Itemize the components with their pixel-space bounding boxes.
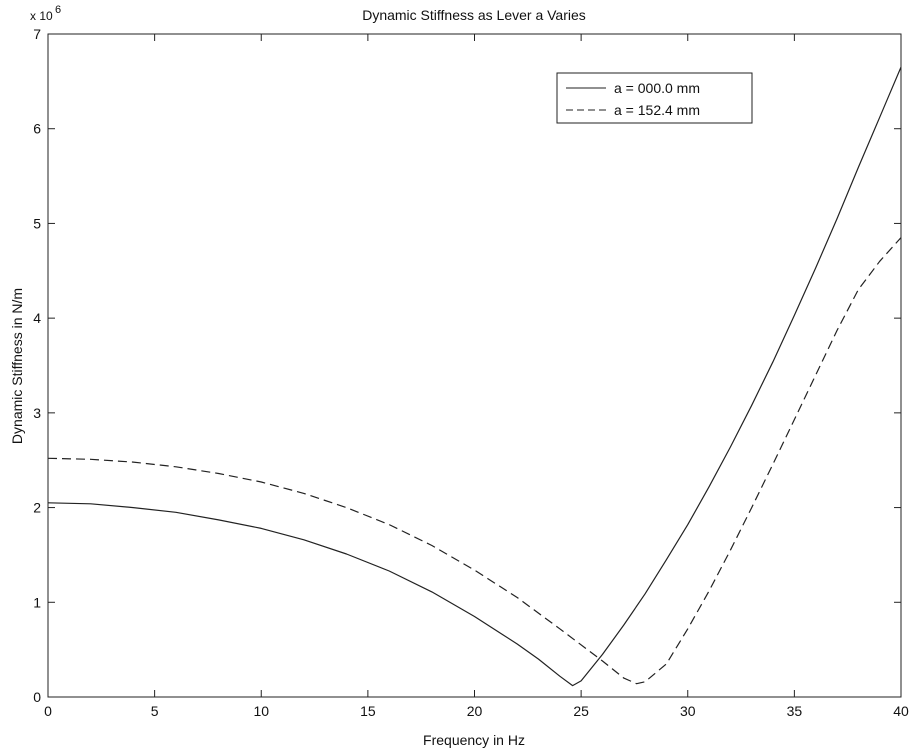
axis-tick-labels: 0 5 10 15 20 25 30 35 40 0 1 2 3 4 5 6 7 [33, 26, 909, 719]
y-tick-label: 3 [33, 405, 41, 421]
legend-label-series-2: a = 152.4 mm [614, 102, 700, 118]
x-tick-label: 10 [253, 703, 269, 719]
x-tick-label: 20 [467, 703, 483, 719]
x-tick-label: 5 [151, 703, 159, 719]
y-tick-label: 6 [33, 121, 41, 137]
y-multiplier-exponent: 6 [55, 4, 61, 16]
x-tick-label: 30 [680, 703, 696, 719]
y-tick-label: 5 [33, 215, 41, 231]
y-tick-label: 2 [33, 500, 41, 516]
series-line-1 [47, 66, 902, 687]
y-tick-label: 1 [33, 594, 41, 610]
legend-label-series-1: a = 000.0 mm [614, 80, 700, 96]
legend-box [556, 72, 753, 124]
y-tick-label: 4 [33, 310, 41, 326]
y-axis-label: Dynamic Stiffness in N/m [9, 288, 25, 444]
y-tick-label: 7 [33, 26, 41, 42]
x-tick-label: 35 [787, 703, 803, 719]
x-tick-label: 0 [44, 703, 52, 719]
series-line-2 [47, 237, 902, 685]
x-axis-label: Frequency in Hz [423, 732, 525, 748]
series-lines [47, 66, 902, 687]
x-tick-label: 15 [360, 703, 376, 719]
chart-title: Dynamic Stiffness as Lever a Varies [362, 7, 586, 23]
x-tick-label: 25 [573, 703, 589, 719]
y-tick-label: 0 [33, 689, 41, 705]
y-multiplier-base: x 10 [30, 9, 53, 23]
axis-ticks [47, 33, 902, 698]
legend: a = 000.0 mm a = 152.4 mm [556, 72, 753, 124]
x-tick-label: 40 [893, 703, 909, 719]
